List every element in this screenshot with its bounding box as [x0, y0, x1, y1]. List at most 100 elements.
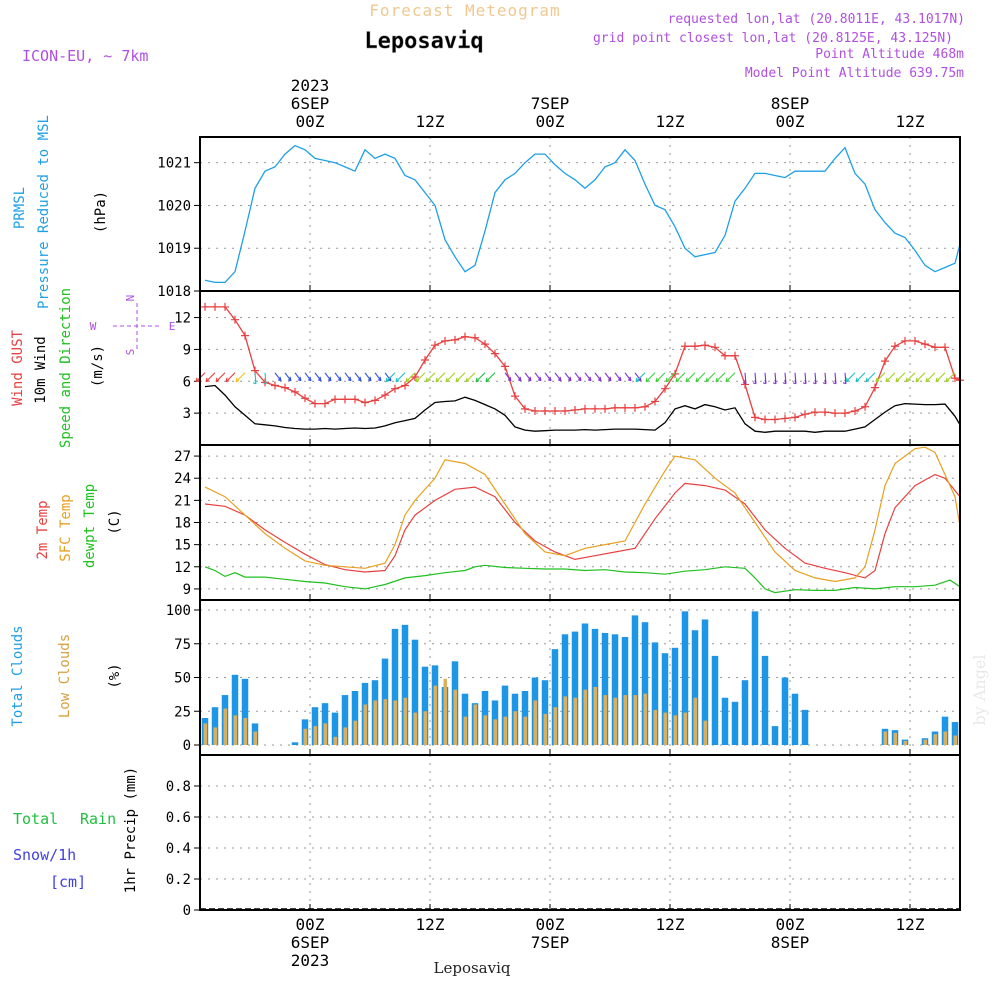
total-cloud-bar	[611, 634, 619, 745]
wind-arrow	[574, 372, 582, 382]
wind-arrow	[604, 372, 612, 382]
gust-marker	[781, 414, 789, 423]
low-cloud-bar	[503, 716, 507, 745]
total-cloud-bar	[411, 639, 419, 745]
wind-arrow	[364, 372, 372, 382]
requested-coords: requested lon,lat (20.8011E, 43.1017N)	[668, 12, 965, 27]
total-cloud-bar	[401, 624, 409, 745]
y-tick-label: 18	[174, 516, 191, 532]
low-cloud-bar	[663, 712, 667, 745]
total-cloud-bar	[681, 611, 689, 745]
wind-arrow	[554, 372, 562, 382]
gust-marker	[331, 395, 339, 404]
gust-marker	[841, 409, 849, 418]
wind-arrow	[624, 372, 632, 382]
y-tick-label: 21	[174, 493, 191, 509]
low-cloud-bar	[483, 715, 487, 745]
top-time-label: 7SEP	[531, 94, 570, 113]
bottom-time-label: 12Z	[896, 915, 925, 934]
gust-marker	[281, 383, 289, 392]
y-tick-label: 3	[183, 406, 191, 422]
wind-arrow	[354, 372, 362, 382]
low-cloud-bar	[473, 704, 477, 745]
gust-marker	[391, 384, 399, 393]
y-tick-label: 100	[166, 603, 191, 619]
low-cloud-bar	[953, 735, 957, 745]
total-cloud-bar	[671, 647, 679, 745]
y-tick-label: 9	[183, 582, 191, 598]
low-cloud-bar	[703, 720, 707, 745]
gust-marker	[441, 336, 449, 345]
gust-marker	[451, 335, 459, 344]
gust-marker	[481, 340, 489, 349]
low-cloud-bar	[433, 685, 437, 745]
pressure-long-label: Pressure Reduced to MSL	[36, 115, 52, 309]
low-cloud-bar	[363, 704, 367, 745]
wind-arrow	[405, 372, 416, 383]
point-altitude: Point Altitude 468m	[815, 47, 964, 62]
total-cloud-bar	[291, 742, 299, 745]
compass-east: E	[169, 320, 176, 333]
bottom-time-label: 7SEP	[531, 933, 570, 952]
gust-marker	[461, 332, 469, 341]
panel-2: 9 12 15 18 21 24 27	[174, 444, 961, 601]
wind-arrow	[344, 372, 352, 382]
low-cloud-bar	[903, 740, 907, 745]
y-tick-label: 0.6	[166, 810, 191, 826]
low-cloud-bar	[653, 709, 657, 745]
gust-marker	[581, 404, 589, 413]
y-tick-label: 0	[183, 738, 191, 754]
gust-marker	[761, 415, 769, 424]
top-time-label: 12Z	[656, 112, 685, 131]
gust-marker	[881, 357, 889, 366]
total-cloud-bar	[801, 709, 809, 745]
total-cloud-bar	[501, 685, 509, 745]
gust-marker	[411, 373, 419, 382]
gust-marker	[671, 369, 679, 378]
low-cloud-bar	[603, 695, 607, 745]
wind-arrow	[385, 372, 396, 383]
panel-3: 0 25 50 75 100	[166, 599, 961, 756]
gust-marker	[591, 404, 599, 413]
total-cloud-bar	[581, 623, 589, 745]
wind-arrow	[465, 372, 476, 383]
y-tick-label: 24	[174, 471, 191, 487]
bottom-time-label: 00Z	[536, 915, 565, 934]
wind-arrow	[205, 372, 216, 383]
wind10m-label: 10m Wind	[33, 336, 49, 403]
total-cloud-bar	[231, 674, 239, 745]
gust-marker	[801, 410, 809, 419]
top-time-label: 6SEP	[291, 94, 330, 113]
gust-marker	[751, 413, 759, 422]
total-cloud-bar	[721, 697, 729, 745]
total-cloud-bar	[701, 619, 709, 745]
total-cloud-bar	[781, 677, 789, 745]
wind-arrow	[225, 372, 236, 383]
low-cloud-bar	[943, 731, 947, 745]
gust-marker	[641, 402, 649, 411]
temp-unit: (C)	[107, 509, 123, 534]
gust-marker	[651, 397, 659, 406]
y-tick-label: 9	[183, 342, 191, 358]
low-cloud-bar	[623, 695, 627, 745]
wind-arrow	[614, 372, 622, 382]
low-cloud-bar	[523, 716, 527, 745]
bottom-time-label: 6SEP	[291, 933, 330, 952]
wind-arrow	[695, 372, 706, 383]
wind-arrow	[455, 372, 466, 383]
gust-marker	[341, 395, 349, 404]
low-cloud-bar	[563, 696, 567, 745]
total-cloud-bar	[561, 634, 569, 745]
wind-arrow	[215, 372, 226, 383]
total-cloud-bar	[641, 622, 649, 745]
total-cloud-bar	[601, 632, 609, 745]
total-cloud-bar	[741, 680, 749, 745]
speed-dir-label: Speed and Direction	[58, 288, 74, 448]
wind-arrow	[294, 372, 302, 382]
bottom-time-label: 00Z	[776, 915, 805, 934]
total-cloud-bar	[661, 653, 669, 745]
total-cloud-bar	[711, 655, 719, 745]
gust-marker	[701, 341, 709, 350]
low-cloud-bar	[643, 693, 647, 745]
